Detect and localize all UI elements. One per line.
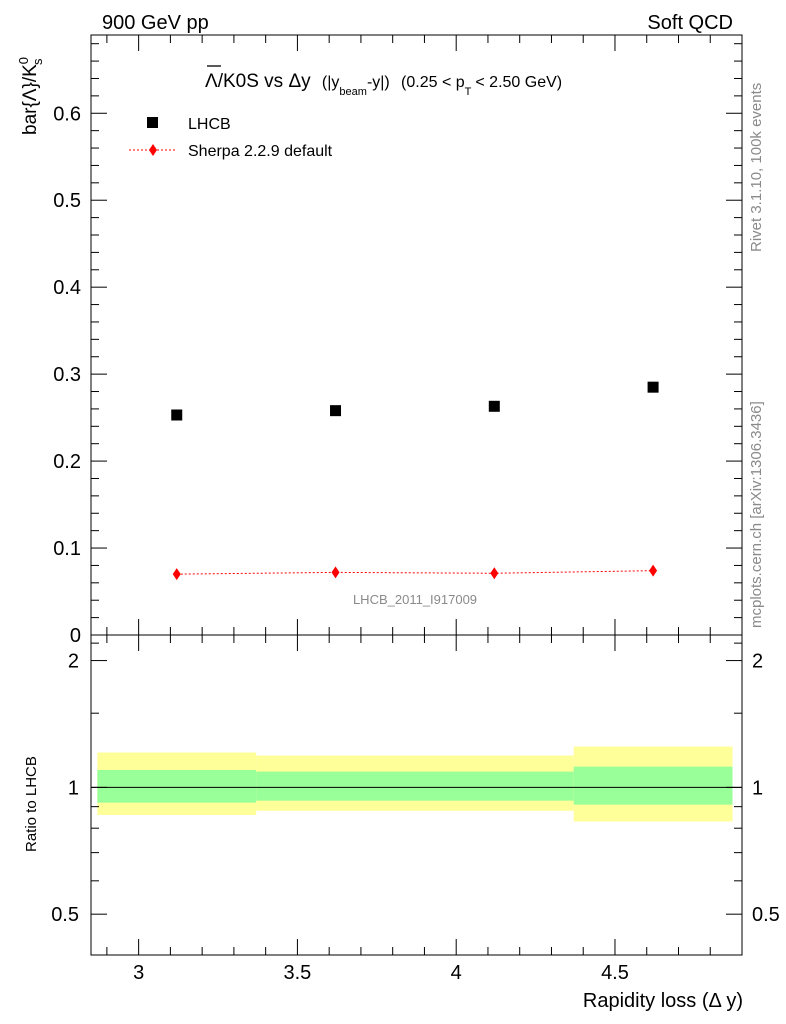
x-tick-label: 4.5: [601, 962, 629, 984]
title-pt-close: < 2.50 GeV): [475, 74, 562, 91]
y-tick-label: 0: [70, 625, 81, 647]
y-tick-label: 0.5: [53, 190, 81, 212]
x-tick-label: 3.5: [284, 962, 312, 984]
sherpa-point: [649, 564, 658, 577]
y-axis-label-sub: s: [30, 58, 45, 65]
ratio-band-inner: [256, 771, 574, 801]
sherpa-point: [490, 567, 499, 580]
data-marks: [171, 381, 659, 581]
mcplots-label: mcplots.cern.ch [arXiv:1306.3436]: [748, 401, 765, 628]
title-pt-open: (0.25 < p: [401, 74, 465, 91]
y-tick-label: 0.3: [53, 364, 81, 386]
ratio-band-inner: [573, 766, 733, 805]
lhcb-point: [647, 381, 659, 393]
ratio-tick-label-left: 1: [68, 777, 79, 799]
ratio-bands: [97, 746, 733, 822]
lhcb-point: [171, 409, 183, 421]
ratio-tick-label-left: 2: [68, 651, 79, 673]
legend-sherpa-label: Sherpa 2.2.9 default: [188, 143, 333, 160]
ratio-frame: [90, 634, 743, 956]
x-tick-label: 3: [133, 962, 144, 984]
rivet-label: Rivet 3.1.10, 100k events: [748, 83, 765, 252]
header-left: 900 GeV pp: [102, 12, 209, 34]
header-right: Soft QCD: [647, 12, 733, 34]
x-tick-label: 4: [451, 962, 462, 984]
lhcb-point: [488, 400, 500, 412]
legend-lhcb-marker: [147, 117, 158, 128]
ratio-tick-label-left: 0.5: [51, 904, 79, 926]
legend-sherpa-marker: [149, 144, 157, 156]
ratio-band-inner: [97, 769, 257, 803]
plot-title: Λ/K0S vs Δy (|ybeam-y|) (0.25 < pT< 2.50…: [205, 71, 562, 98]
title-range-sub: beam: [339, 86, 367, 98]
x-axis-label: Rapidity loss (Δ y): [583, 990, 743, 1012]
legend-lhcb-label: LHCB: [188, 116, 231, 133]
y-tick-label: 0.1: [53, 538, 81, 560]
y-tick-label: 0.6: [53, 103, 81, 125]
title-pt-sub: T: [465, 86, 472, 98]
sherpa-point: [172, 568, 181, 581]
title-range-open: (|y: [322, 74, 339, 91]
axis-ticks: 0 0.1 0.2 0.3 0.4 0.5 0.6 3 3.5 4 4.5 0.5 0.5 1 1 2 2: [51, 35, 780, 984]
mc-series-line: [176, 570, 654, 575]
lhcb-point: [330, 405, 342, 417]
title-main: Λ/K0S vs Δy: [205, 71, 311, 92]
ratio-axis-label: Ratio to LHCB: [23, 756, 40, 852]
sherpa-point: [331, 566, 340, 579]
y-tick-label: 0.4: [53, 277, 81, 299]
y-axis-label-main: bar{Λ}/K: [20, 64, 41, 135]
analysis-watermark: LHCB_2011_I917009: [353, 592, 477, 607]
ratio-tick-label-right: 2: [752, 651, 763, 673]
ratio-tick-label-right: 0.5: [752, 904, 780, 926]
title-range-close: -y|): [367, 74, 390, 91]
ratio-tick-label-right: 1: [752, 777, 763, 799]
y-axis-label: bar{Λ}/K0s: [16, 57, 45, 135]
y-axis-label-sup: 0: [16, 57, 31, 64]
y-tick-label: 0.2: [53, 451, 81, 473]
